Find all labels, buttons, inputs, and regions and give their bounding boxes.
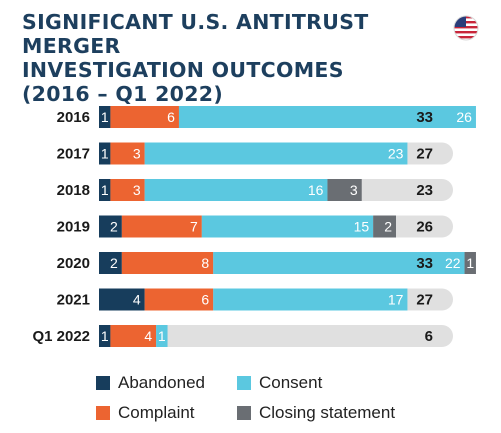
bar-complaint-2019 [121,215,202,238]
data-label-complaint-q1-2022: 4 [144,328,152,344]
chart-title-line-2: INVESTIGATION OUTCOMES [22,58,344,82]
category-label-2019: 2019 [57,219,90,236]
chart-title-line-1: SIGNIFICANT U.S. ANTITRUST MERGER [22,10,369,58]
bar-abandoned-2019 [99,215,122,238]
data-label-complaint-2018: 3 [133,182,141,198]
category-label-2016: 2016 [57,109,90,126]
data-label-abandoned-2016: 1 [101,109,109,125]
total-label-2018: 23 [416,182,433,199]
data-label-complaint-2021: 6 [201,292,209,308]
data-label-complaint-2019: 7 [190,219,198,235]
category-label-q1-2022: Q1 2022 [32,328,90,345]
bar-track-q1-2022 [99,325,453,347]
chart-title-line-3: (2016 – Q1 2022) [22,82,224,106]
data-label-consent-2019: 15 [354,219,370,235]
total-label-q1-2022: 6 [425,328,433,345]
bar-complaint-2017 [110,142,145,165]
bar-abandoned-q1-2022 [99,325,111,347]
data-label-closing-statement-2019: 2 [384,219,392,235]
data-label-abandoned-2020: 2 [110,255,118,271]
bar-abandoned-2016 [99,106,111,128]
total-label-2017: 27 [416,146,433,163]
bar-closing-statement-2020 [464,252,476,274]
data-label-abandoned-2019: 2 [110,219,118,235]
data-label-abandoned-2021: 4 [133,292,141,308]
data-label-consent-2016: 26 [456,109,472,125]
total-label-2021: 27 [416,292,433,309]
bar-abandoned-2021 [99,288,145,311]
chart-title: SIGNIFICANT U.S. ANTITRUST MERGER INVEST… [22,10,442,106]
data-label-consent-2017: 23 [388,146,404,162]
data-label-closing-statement-2018: 3 [350,182,358,198]
bar-abandoned-2020 [99,252,122,274]
category-label-2018: 2018 [57,182,90,199]
category-label-2017: 2017 [57,146,90,163]
data-label-consent-2020: 22 [445,255,461,271]
data-label-complaint-2020: 8 [201,255,209,271]
bar-consent-2020 [213,252,465,274]
bar-consent-q1-2022 [156,325,168,347]
bar-consent-2016 [178,106,476,128]
bar-complaint-q1-2022 [110,325,157,347]
category-label-2020: 2020 [57,255,90,272]
bar-closing-statement-2019 [373,215,396,238]
data-label-consent-q1-2022: 1 [158,328,166,344]
bar-consent-2018 [144,179,328,201]
bar-consent-2019 [201,215,374,238]
total-label-2020: 33 [416,255,433,272]
bar-complaint-2018 [110,179,145,201]
data-label-consent-2018: 16 [308,182,324,198]
bar-abandoned-2017 [99,142,111,165]
data-label-abandoned-2017: 1 [101,146,109,162]
data-label-complaint-2017: 3 [133,146,141,162]
us-flag-icon [453,15,479,41]
bar-consent-2021 [213,288,408,311]
data-label-complaint-2016: 6 [167,109,175,125]
bar-complaint-2021 [144,288,214,311]
bar-consent-2017 [144,142,408,165]
data-label-abandoned-2018: 1 [101,182,109,198]
data-label-closing-statement-2020: 1 [466,255,474,271]
bar-complaint-2016 [110,106,179,128]
bar-abandoned-2018 [99,179,111,201]
bar-complaint-2020 [121,252,214,274]
data-label-consent-2021: 17 [388,292,404,308]
category-label-2021: 2021 [57,292,90,309]
data-label-abandoned-q1-2022: 1 [101,328,109,344]
total-label-2019: 26 [416,219,433,236]
total-label-2016: 33 [416,109,433,126]
bar-closing-statement-2018 [327,179,362,201]
